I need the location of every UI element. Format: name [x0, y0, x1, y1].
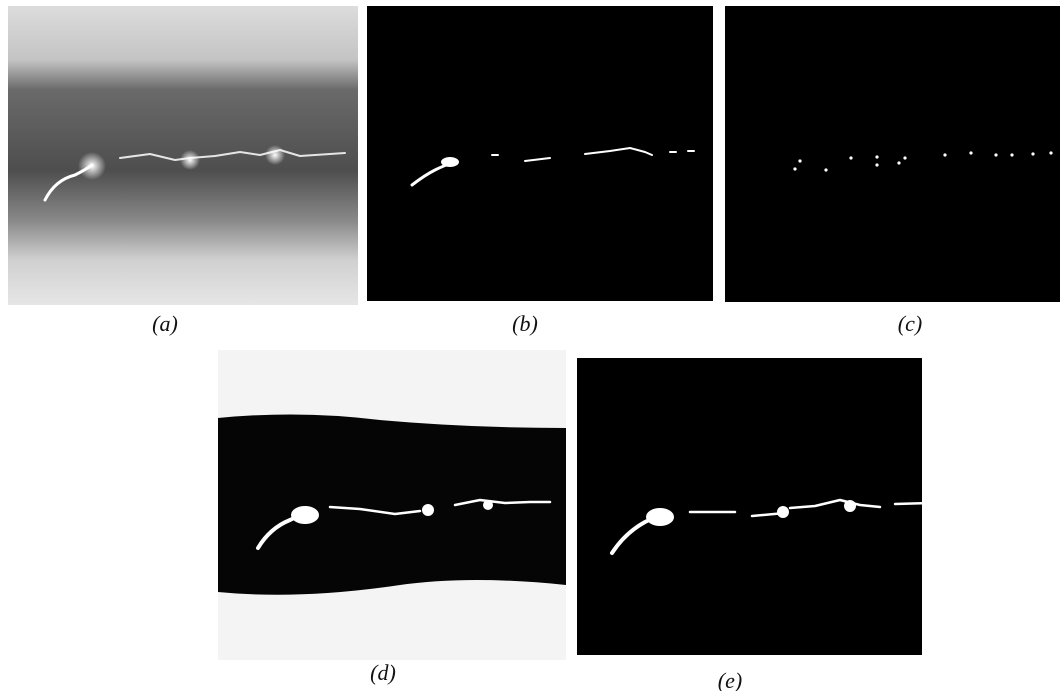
image [367, 6, 713, 301]
image [725, 6, 1060, 302]
panel-d [218, 350, 566, 660]
caption: (b) [512, 311, 538, 336]
streaks [43, 145, 346, 202]
caption: (a) [152, 311, 178, 336]
caption: (e) [718, 668, 742, 691]
caption: (c) [898, 311, 922, 336]
panel-c [725, 6, 1060, 302]
caption: (d) [370, 660, 396, 685]
points [793, 151, 1053, 172]
panel-a [8, 6, 358, 305]
panel-b [367, 6, 713, 301]
panel-e [577, 358, 932, 655]
